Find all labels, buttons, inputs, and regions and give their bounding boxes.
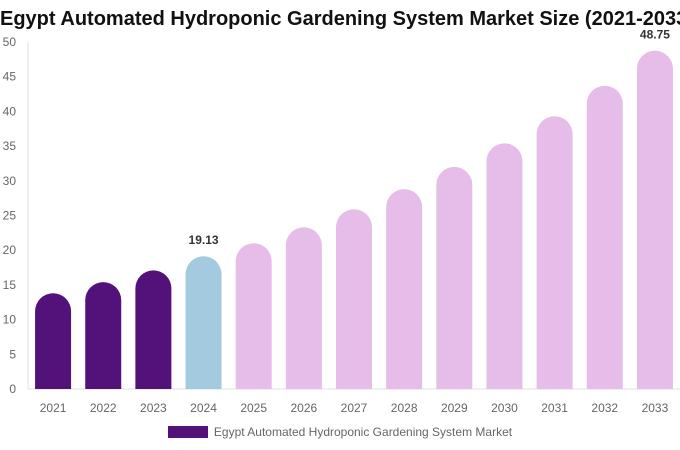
x-tick-label: 2027 bbox=[341, 401, 368, 415]
chart-title: Egypt Automated Hydroponic Gardening Sys… bbox=[0, 8, 680, 30]
bar-2024 bbox=[185, 256, 222, 389]
x-tick-label: 2025 bbox=[240, 401, 267, 415]
y-tick-label: 15 bbox=[3, 278, 17, 292]
bar-2032 bbox=[586, 85, 623, 390]
bar-2031 bbox=[536, 116, 573, 389]
bar-2022 bbox=[85, 282, 122, 389]
x-tick-label: 2033 bbox=[642, 401, 669, 415]
bar-2026 bbox=[285, 227, 322, 389]
y-tick-label: 30 bbox=[3, 174, 17, 188]
bar-2033 bbox=[636, 50, 673, 390]
bar-2028 bbox=[386, 189, 423, 389]
x-tick-label: 2029 bbox=[441, 401, 468, 415]
x-tick-label: 2022 bbox=[90, 401, 117, 415]
x-tick-label: 2032 bbox=[591, 401, 618, 415]
x-tick-label: 2026 bbox=[290, 401, 317, 415]
y-tick-label: 25 bbox=[3, 209, 17, 223]
y-tick-label: 0 bbox=[9, 382, 16, 396]
x-tick-label: 2030 bbox=[491, 401, 518, 415]
legend-swatch bbox=[167, 426, 208, 438]
bar-2023 bbox=[135, 270, 172, 389]
bar-2021 bbox=[35, 293, 72, 389]
x-tick-label: 2021 bbox=[40, 401, 67, 415]
y-tick-label: 45 bbox=[3, 70, 17, 84]
x-tick-label: 2024 bbox=[190, 401, 217, 415]
x-tick-label: 2023 bbox=[140, 401, 167, 415]
y-tick-label: 10 bbox=[3, 313, 17, 327]
x-tick-label: 2028 bbox=[391, 401, 418, 415]
y-tick-label: 20 bbox=[3, 243, 17, 257]
y-tick-label: 35 bbox=[3, 139, 17, 153]
y-tick-label: 5 bbox=[9, 347, 16, 361]
bar-2027 bbox=[336, 209, 372, 389]
data-label-2033: 48.75 bbox=[640, 28, 670, 42]
bar-2025 bbox=[235, 243, 272, 389]
y-tick-label: 50 bbox=[3, 35, 17, 49]
y-tick-label: 40 bbox=[3, 104, 17, 118]
data-label-2024: 19.13 bbox=[189, 233, 219, 247]
legend: Egypt Automated Hydroponic Gardening Sys… bbox=[0, 425, 680, 439]
bar-2029 bbox=[436, 166, 473, 389]
legend-label: Egypt Automated Hydroponic Gardening Sys… bbox=[213, 425, 513, 439]
x-tick-label: 2031 bbox=[541, 401, 568, 415]
bar-2030 bbox=[486, 143, 523, 389]
